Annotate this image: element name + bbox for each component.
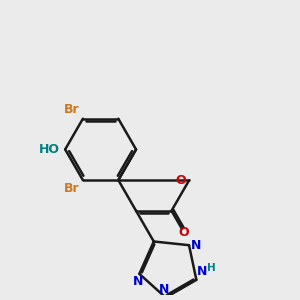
Text: N: N [196,266,207,278]
Text: N: N [191,239,202,252]
Text: O: O [175,174,186,187]
Text: H: H [207,263,216,274]
Text: Br: Br [64,182,80,195]
Text: N: N [159,283,169,296]
Text: O: O [179,226,189,239]
Text: Br: Br [64,103,80,116]
Text: N: N [133,275,143,288]
Text: HO: HO [39,143,60,156]
